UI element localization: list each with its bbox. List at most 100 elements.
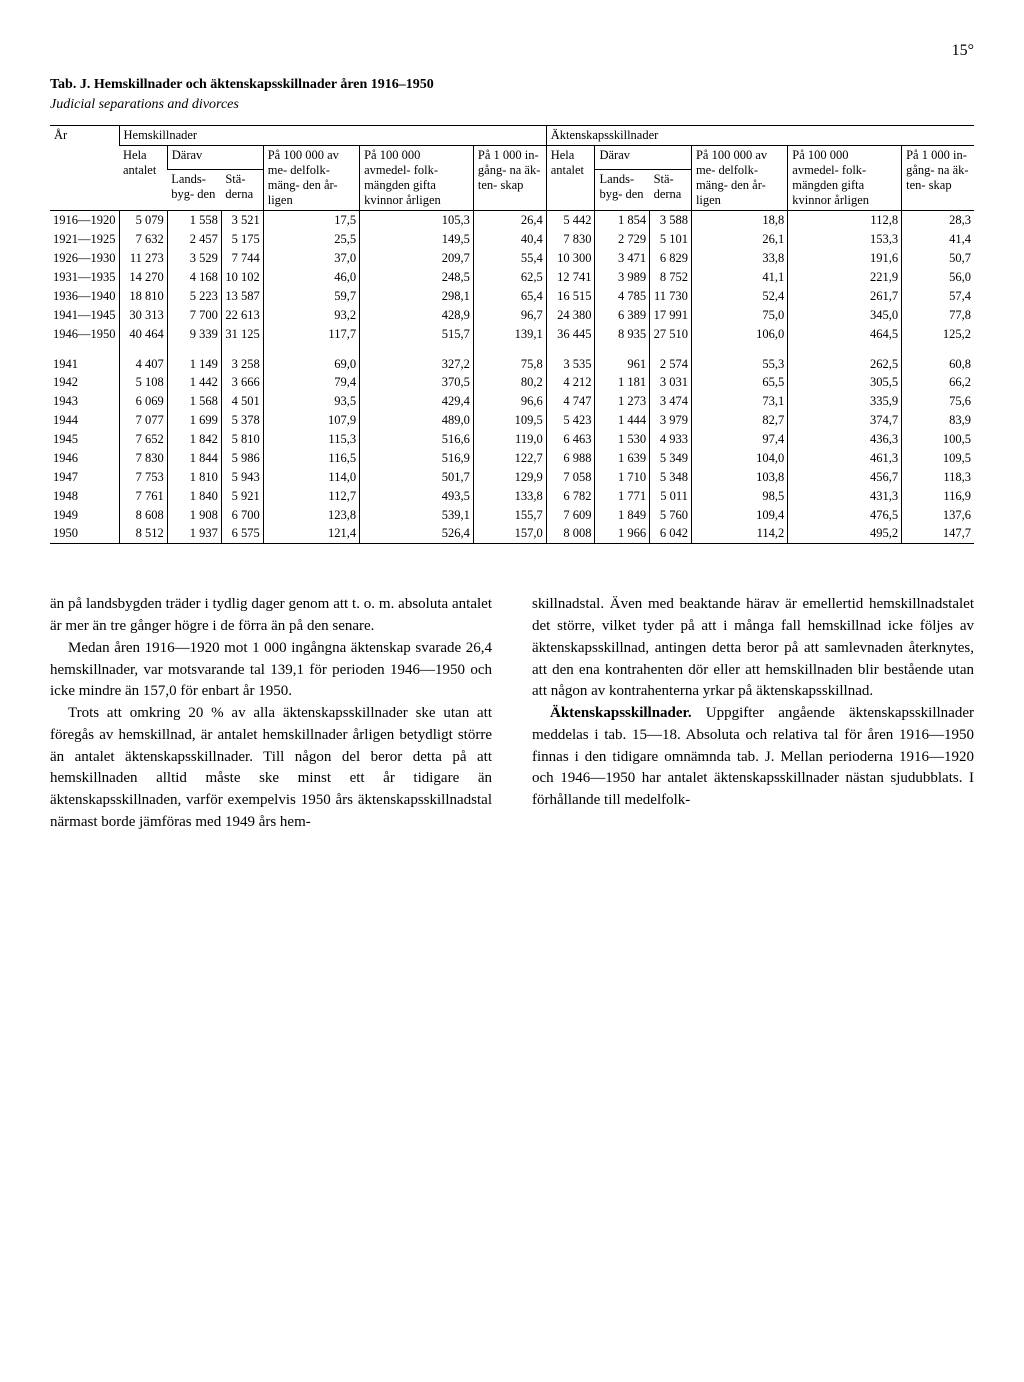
data-cell: 24 380 xyxy=(546,306,595,325)
data-cell: 1 844 xyxy=(167,449,221,468)
table-row: 19467 8301 8445 986116,5516,9122,76 9881… xyxy=(50,449,974,468)
data-cell: 7 609 xyxy=(546,506,595,525)
table-row: 1941—194530 3137 70022 61393,2428,996,72… xyxy=(50,306,974,325)
year-cell: 1950 xyxy=(50,524,119,543)
data-cell: 12 741 xyxy=(546,268,595,287)
data-cell: 1 699 xyxy=(167,411,221,430)
year-cell: 1946—1950 xyxy=(50,325,119,344)
data-cell: 7 077 xyxy=(119,411,167,430)
data-cell: 82,7 xyxy=(691,411,787,430)
data-cell: 129,9 xyxy=(473,468,546,487)
data-cell: 115,3 xyxy=(263,430,359,449)
data-cell: 157,0 xyxy=(473,524,546,543)
data-cell: 4 501 xyxy=(221,392,263,411)
data-cell: 1 558 xyxy=(167,211,221,230)
data-cell: 3 666 xyxy=(221,373,263,392)
data-cell: 22 613 xyxy=(221,306,263,325)
data-cell: 5 349 xyxy=(650,449,692,468)
data-cell: 345,0 xyxy=(788,306,902,325)
year-cell: 1936—1940 xyxy=(50,287,119,306)
data-cell: 16 515 xyxy=(546,287,595,306)
data-cell: 96,6 xyxy=(473,392,546,411)
data-cell: 5 423 xyxy=(546,411,595,430)
data-cell: 3 989 xyxy=(595,268,650,287)
col-pa3-a: På 1 000 in- gång- na äk- ten- skap xyxy=(902,146,974,211)
year-cell: 1947 xyxy=(50,468,119,487)
data-cell: 6 042 xyxy=(650,524,692,543)
year-cell: 1921—1925 xyxy=(50,230,119,249)
data-cell: 493,5 xyxy=(360,487,474,506)
data-cell: 75,6 xyxy=(902,392,974,411)
data-cell: 79,4 xyxy=(263,373,359,392)
data-cell: 5 175 xyxy=(221,230,263,249)
data-cell: 6 575 xyxy=(221,524,263,543)
data-cell: 46,0 xyxy=(263,268,359,287)
col-year: År xyxy=(50,126,119,211)
year-cell: 1949 xyxy=(50,506,119,525)
data-cell: 33,8 xyxy=(691,249,787,268)
data-cell: 40,4 xyxy=(473,230,546,249)
paragraph: Äktenskapsskillnader. Uppgifter angående… xyxy=(532,703,974,812)
data-cell: 1 530 xyxy=(595,430,650,449)
data-cell: 516,6 xyxy=(360,430,474,449)
data-cell: 114,0 xyxy=(263,468,359,487)
col-pa2-a: På 100 000 avmedel- folk- mängden gifta … xyxy=(788,146,902,211)
bold-heading: Äktenskapsskillnader. xyxy=(550,705,692,721)
data-cell: 104,0 xyxy=(691,449,787,468)
data-cell: 17,5 xyxy=(263,211,359,230)
data-cell: 262,5 xyxy=(788,344,902,374)
data-cell: 1 149 xyxy=(167,344,221,374)
data-cell: 73,1 xyxy=(691,392,787,411)
data-cell: 52,4 xyxy=(691,287,787,306)
table-row: 1916—19205 0791 5583 52117,5105,326,45 4… xyxy=(50,211,974,230)
data-cell: 2 574 xyxy=(650,344,692,374)
data-cell: 6 782 xyxy=(546,487,595,506)
data-cell: 96,7 xyxy=(473,306,546,325)
data-cell: 3 474 xyxy=(650,392,692,411)
data-cell: 56,0 xyxy=(902,268,974,287)
paragraph: än på landsbygden träder i tydlig dager … xyxy=(50,594,492,638)
data-cell: 112,8 xyxy=(788,211,902,230)
data-cell: 69,0 xyxy=(263,344,359,374)
table-row: 1926—193011 2733 5297 74437,0209,755,410… xyxy=(50,249,974,268)
data-cell: 60,8 xyxy=(902,344,974,374)
data-cell: 133,8 xyxy=(473,487,546,506)
data-cell: 5 079 xyxy=(119,211,167,230)
data-cell: 112,7 xyxy=(263,487,359,506)
data-cell: 1 966 xyxy=(595,524,650,543)
data-cell: 80,2 xyxy=(473,373,546,392)
data-cell: 66,2 xyxy=(902,373,974,392)
col-darav-h: Därav xyxy=(167,146,263,170)
data-cell: 1 854 xyxy=(595,211,650,230)
data-cell: 3 588 xyxy=(650,211,692,230)
data-cell: 4 407 xyxy=(119,344,167,374)
paragraph: Medan åren 1916—1920 mot 1 000 ingångna … xyxy=(50,638,492,703)
data-cell: 100,5 xyxy=(902,430,974,449)
col-darav-a: Därav xyxy=(595,146,691,170)
data-cell: 1 273 xyxy=(595,392,650,411)
data-cell: 327,2 xyxy=(360,344,474,374)
data-cell: 13 587 xyxy=(221,287,263,306)
data-cell: 50,7 xyxy=(902,249,974,268)
data-cell: 25,5 xyxy=(263,230,359,249)
data-cell: 2 457 xyxy=(167,230,221,249)
data-cell: 961 xyxy=(595,344,650,374)
data-cell: 5 986 xyxy=(221,449,263,468)
data-cell: 3 471 xyxy=(595,249,650,268)
col-lands-h: Lands- byg- den xyxy=(167,170,221,211)
table-row: 19447 0771 6995 378107,9489,0109,55 4231… xyxy=(50,411,974,430)
table-subtitle: Judicial separations and divorces xyxy=(50,96,974,115)
data-cell: 3 529 xyxy=(167,249,221,268)
data-cell: 8 512 xyxy=(119,524,167,543)
data-cell: 6 829 xyxy=(650,249,692,268)
col-hela-h: Hela antalet xyxy=(119,146,167,211)
data-cell: 6 389 xyxy=(595,306,650,325)
data-cell: 1 771 xyxy=(595,487,650,506)
col-sta-a: Stä- derna xyxy=(650,170,692,211)
data-cell: 117,7 xyxy=(263,325,359,344)
data-cell: 11 273 xyxy=(119,249,167,268)
data-cell: 515,7 xyxy=(360,325,474,344)
data-cell: 7 830 xyxy=(546,230,595,249)
data-cell: 149,5 xyxy=(360,230,474,249)
data-cell: 5 760 xyxy=(650,506,692,525)
